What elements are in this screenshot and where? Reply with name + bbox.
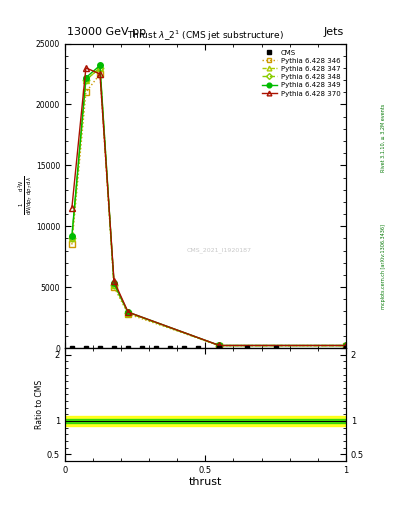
Pythia 6.428 370 — [70, 205, 74, 211]
Pythia 6.428 349 — [126, 309, 130, 315]
CMS — [126, 345, 130, 351]
CMS — [196, 345, 201, 351]
Pythia 6.428 347 — [97, 65, 102, 71]
Text: CMS_2021_I1920187: CMS_2021_I1920187 — [187, 248, 252, 253]
Text: 13000 GeV pp: 13000 GeV pp — [67, 27, 146, 37]
Line: Pythia 6.428 346: Pythia 6.428 346 — [69, 71, 349, 348]
Pythia 6.428 348 — [70, 236, 74, 242]
Pythia 6.428 370 — [84, 65, 88, 71]
Legend: CMS, Pythia 6.428 346, Pythia 6.428 347, Pythia 6.428 348, Pythia 6.428 349, Pyt: CMS, Pythia 6.428 346, Pythia 6.428 347,… — [260, 47, 342, 99]
Line: Pythia 6.428 348: Pythia 6.428 348 — [70, 66, 348, 348]
Pythia 6.428 346 — [112, 284, 116, 290]
Pythia 6.428 370 — [126, 309, 130, 315]
CMS — [245, 345, 250, 351]
Pythia 6.428 348 — [84, 77, 88, 83]
Pythia 6.428 349 — [70, 233, 74, 239]
CMS — [154, 345, 158, 351]
Pythia 6.428 370 — [217, 343, 222, 349]
Pythia 6.428 349 — [217, 343, 222, 349]
Pythia 6.428 349 — [112, 281, 116, 287]
Pythia 6.428 349 — [84, 75, 88, 81]
CMS — [140, 345, 145, 351]
Pythia 6.428 346 — [217, 343, 222, 349]
Line: Pythia 6.428 370: Pythia 6.428 370 — [69, 65, 349, 348]
Pythia 6.428 349 — [343, 343, 348, 349]
Text: Jets: Jets — [323, 27, 344, 37]
X-axis label: thrust: thrust — [189, 477, 222, 487]
Pythia 6.428 346 — [70, 242, 74, 248]
Pythia 6.428 348 — [343, 343, 348, 349]
CMS — [273, 345, 278, 351]
Pythia 6.428 370 — [112, 278, 116, 284]
CMS — [70, 345, 74, 351]
Text: Rivet 3.1.10, ≥ 3.2M events: Rivet 3.1.10, ≥ 3.2M events — [381, 104, 386, 173]
Pythia 6.428 347 — [84, 77, 88, 83]
Pythia 6.428 348 — [112, 282, 116, 288]
CMS — [217, 345, 222, 351]
Pythia 6.428 347 — [217, 343, 222, 349]
CMS — [84, 345, 88, 351]
Pythia 6.428 370 — [343, 343, 348, 349]
Pythia 6.428 348 — [217, 343, 222, 349]
Pythia 6.428 348 — [97, 65, 102, 71]
Pythia 6.428 349 — [97, 62, 102, 69]
Y-axis label: $\frac{1}{\mathrm{d}N/\mathrm{d}p_T}\,\frac{\mathrm{d}^2N}{\mathrm{d}p_T\,\mathr: $\frac{1}{\mathrm{d}N/\mathrm{d}p_T}\,\f… — [17, 176, 34, 216]
Pythia 6.428 347 — [343, 343, 348, 349]
Pythia 6.428 346 — [126, 311, 130, 317]
Pythia 6.428 370 — [97, 71, 102, 77]
CMS — [168, 345, 173, 351]
Title: Thrust $\lambda\_2^1$ (CMS jet substructure): Thrust $\lambda\_2^1$ (CMS jet substruct… — [127, 29, 284, 44]
CMS — [343, 345, 348, 351]
Line: Pythia 6.428 347: Pythia 6.428 347 — [69, 65, 349, 348]
Pythia 6.428 347 — [112, 282, 116, 288]
Pythia 6.428 347 — [70, 236, 74, 242]
Y-axis label: Ratio to CMS: Ratio to CMS — [35, 380, 44, 429]
Pythia 6.428 346 — [97, 71, 102, 77]
Line: CMS: CMS — [70, 346, 348, 350]
Pythia 6.428 346 — [343, 343, 348, 349]
CMS — [182, 345, 187, 351]
CMS — [112, 345, 116, 351]
Pythia 6.428 347 — [126, 310, 130, 316]
Text: mcplots.cern.ch [arXiv:1306.3436]: mcplots.cern.ch [arXiv:1306.3436] — [381, 224, 386, 309]
CMS — [97, 345, 102, 351]
Line: Pythia 6.428 349: Pythia 6.428 349 — [69, 62, 349, 348]
Pythia 6.428 348 — [126, 310, 130, 316]
Pythia 6.428 346 — [84, 89, 88, 95]
